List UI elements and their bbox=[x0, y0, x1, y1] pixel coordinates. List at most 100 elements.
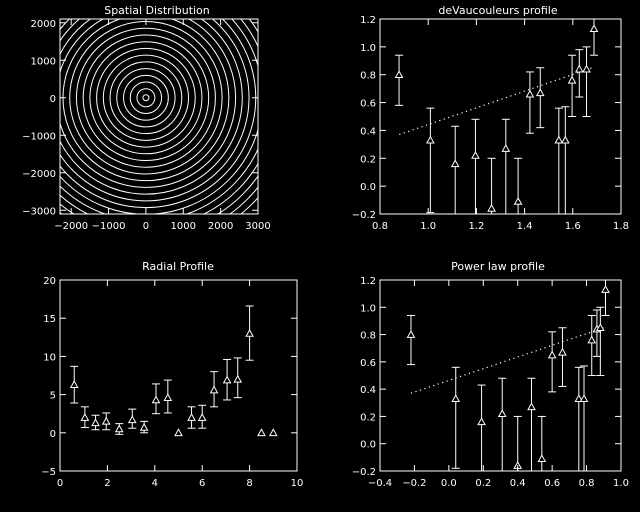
y-tick-label: 0.2 bbox=[360, 412, 376, 423]
data-point-triangle bbox=[151, 395, 161, 404]
data-point-triangle bbox=[501, 144, 511, 152]
y-tick-label: 10 bbox=[43, 352, 56, 363]
contour-ring bbox=[89, 41, 203, 155]
x-tick-label: −0.4 bbox=[368, 478, 392, 489]
plot-area: −0.4 −0.2 0.0 0.2 0.4 0.6 0.8 1.0−0.20.00.20.40… bbox=[352, 276, 629, 489]
y-tick-label: 20 bbox=[43, 276, 56, 287]
data-point-triangle bbox=[601, 285, 610, 293]
data-point-triangle bbox=[114, 424, 124, 433]
data-point-triangle bbox=[406, 330, 416, 338]
data-point-triangle bbox=[535, 88, 545, 97]
x-tick-label: 0 bbox=[143, 221, 149, 232]
x-tick-label: 2000 bbox=[208, 221, 233, 232]
contour-ring bbox=[60, 19, 250, 202]
contour-ring bbox=[129, 81, 163, 114]
data-point-triangle bbox=[80, 412, 90, 421]
contour-ring bbox=[116, 68, 176, 128]
data-point-triangle bbox=[450, 159, 460, 168]
data-point-triangle bbox=[426, 135, 435, 144]
data-point-triangle bbox=[394, 70, 404, 79]
y-tick-label: 0.0 bbox=[360, 440, 376, 451]
x-tick-label: −2000 bbox=[54, 221, 88, 232]
contour-ring bbox=[96, 47, 196, 148]
x-tick-label: 0.4 bbox=[510, 478, 526, 489]
data-point-triangle bbox=[560, 135, 570, 144]
x-tick-label: 1.8 bbox=[613, 221, 629, 232]
y-tick-label: 0.0 bbox=[360, 182, 376, 193]
y-tick-label: 0.6 bbox=[360, 99, 376, 110]
data-point-triangle bbox=[268, 428, 278, 437]
data-point-triangle bbox=[233, 374, 243, 383]
plot-content bbox=[60, 19, 258, 214]
data-point-triangle bbox=[187, 412, 196, 421]
data-point-triangle bbox=[554, 135, 564, 144]
x-tick-label: 1.0 bbox=[613, 478, 629, 489]
y-tick-label: −1000 bbox=[22, 131, 56, 142]
x-tick-label: 1.0 bbox=[420, 221, 436, 232]
x-tick-label: 1000 bbox=[171, 221, 196, 232]
y-tick-label: 0 bbox=[50, 94, 56, 105]
panel-title: Radial Profile bbox=[142, 260, 214, 273]
data-point-triangle bbox=[595, 323, 605, 332]
y-tick-label: 2000 bbox=[31, 19, 56, 30]
contour-ring bbox=[82, 34, 210, 162]
y-tick-label: 0.4 bbox=[360, 385, 376, 396]
data-point-triangle bbox=[197, 412, 207, 421]
x-tick-label: 4 bbox=[152, 478, 158, 489]
x-tick-label: 10 bbox=[291, 478, 304, 489]
x-tick-label: 1.4 bbox=[517, 221, 533, 232]
data-point-triangle bbox=[582, 64, 591, 73]
spatial-distribution-panel: Spatial Distribution −2000 −1000 0 1000 2000… bbox=[22, 4, 271, 232]
contour-ring bbox=[142, 94, 150, 102]
axes-frame bbox=[59, 279, 298, 472]
panel-title: Power law profile bbox=[451, 260, 545, 273]
y-tick-label: −0.2 bbox=[352, 467, 376, 478]
data-point-triangle bbox=[487, 203, 496, 212]
x-tick-label: 8 bbox=[246, 478, 252, 489]
plot-content bbox=[406, 280, 610, 471]
data-point-triangle bbox=[127, 415, 137, 424]
x-tick-label: 3000 bbox=[245, 221, 270, 232]
data-point-triangle bbox=[567, 75, 577, 84]
y-tick-label: 0.6 bbox=[360, 358, 376, 369]
data-point-triangle bbox=[209, 385, 219, 394]
data-point-triangle bbox=[174, 428, 183, 437]
data-point-triangle bbox=[558, 347, 567, 356]
data-point-triangle bbox=[222, 375, 232, 384]
y-tick-label: −2000 bbox=[22, 169, 56, 180]
data-point-triangle bbox=[497, 409, 507, 417]
x-tick-label: 2 bbox=[104, 478, 110, 489]
y-tick-label: −0.2 bbox=[352, 210, 376, 221]
x-tick-label: 6 bbox=[199, 478, 205, 489]
y-tick-label: 0.4 bbox=[360, 126, 376, 137]
data-point-triangle bbox=[527, 402, 536, 411]
data-point-triangle bbox=[537, 454, 547, 463]
contour-ring bbox=[60, 19, 243, 195]
x-tick-label: 0.8 bbox=[579, 478, 595, 489]
contour-ring bbox=[60, 19, 237, 188]
data-point-triangle bbox=[589, 24, 599, 33]
x-tick-label: 0.6 bbox=[544, 478, 560, 489]
data-point-triangle bbox=[513, 196, 523, 205]
axes-frame bbox=[59, 18, 259, 215]
contour-ring bbox=[75, 27, 216, 168]
x-tick-label: 0.2 bbox=[475, 478, 491, 489]
data-point-triangle bbox=[163, 393, 173, 401]
y-tick-label: −3000 bbox=[22, 206, 56, 217]
plot-content bbox=[69, 305, 278, 437]
data-point-triangle bbox=[139, 422, 149, 431]
data-point-triangle bbox=[579, 394, 589, 402]
data-point-triangle bbox=[257, 428, 266, 437]
y-tick-label: 0.8 bbox=[360, 71, 376, 82]
y-tick-label: 1000 bbox=[31, 56, 56, 67]
y-tick-label: 0 bbox=[50, 429, 56, 440]
y-tick-label: 1.2 bbox=[360, 276, 376, 287]
data-point-triangle bbox=[477, 417, 486, 426]
y-tick-label: 0.2 bbox=[360, 154, 376, 165]
data-point-triangle bbox=[574, 394, 584, 402]
data-point-triangle bbox=[547, 350, 557, 359]
data-point-triangle bbox=[69, 380, 79, 388]
